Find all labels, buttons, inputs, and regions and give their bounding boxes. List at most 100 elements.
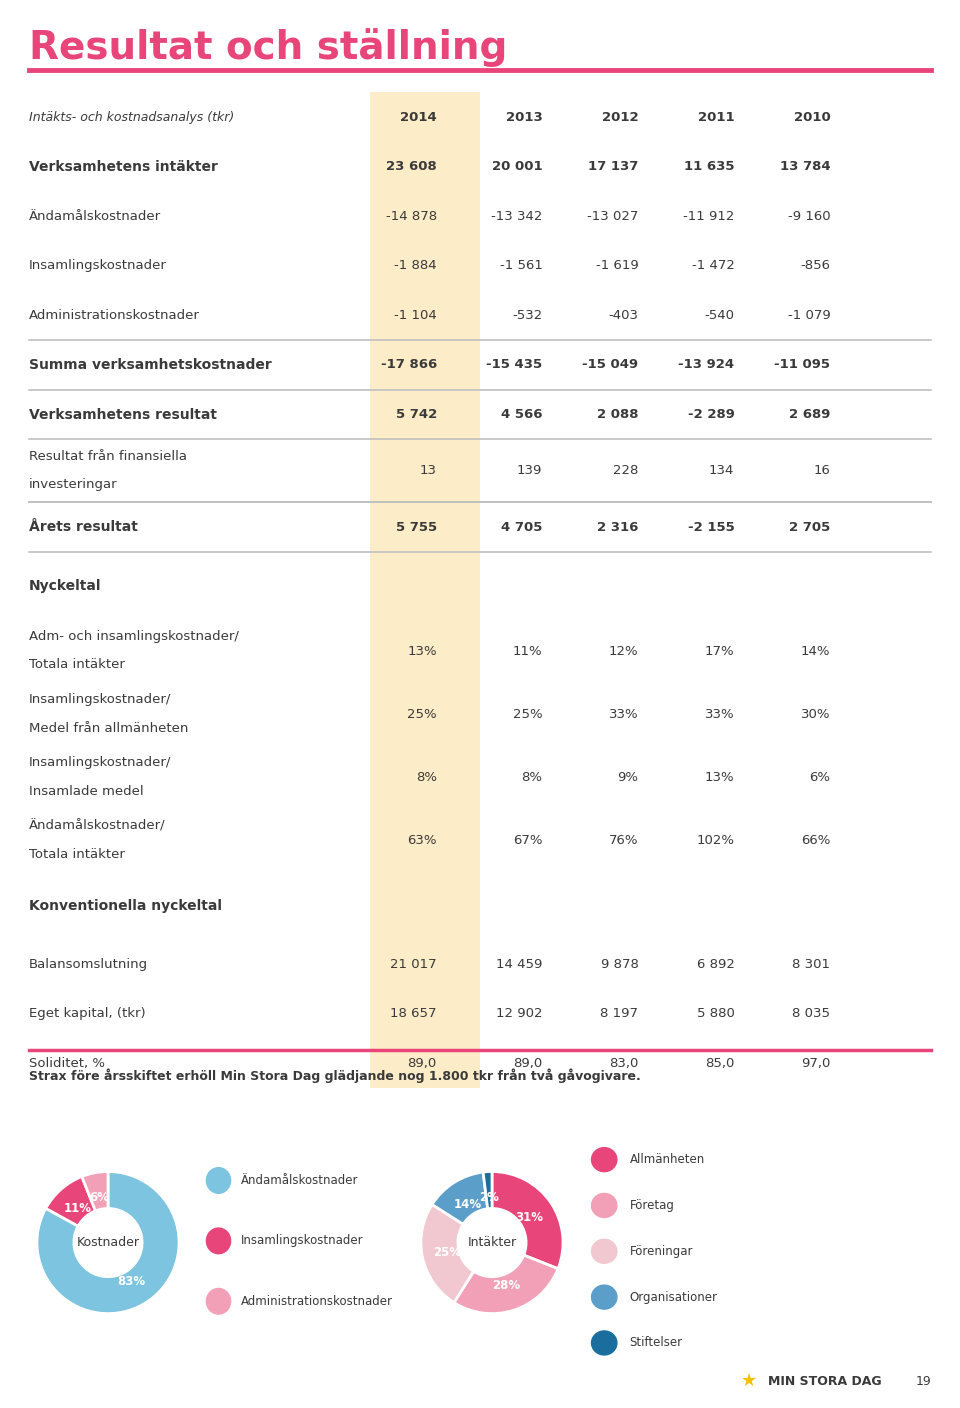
Text: -13 342: -13 342 <box>491 210 542 222</box>
Text: 2 689: 2 689 <box>789 408 830 421</box>
Text: 13%: 13% <box>407 645 437 658</box>
Text: -15 049: -15 049 <box>583 359 638 372</box>
Wedge shape <box>421 1204 473 1302</box>
Text: 14 459: 14 459 <box>496 957 542 970</box>
Text: 2010: 2010 <box>794 111 830 124</box>
Text: 8%: 8% <box>521 770 542 784</box>
Wedge shape <box>82 1171 108 1211</box>
Text: Ändamålskostnader: Ändamålskostnader <box>29 210 161 222</box>
Text: 85,0: 85,0 <box>705 1057 734 1070</box>
Text: -1 561: -1 561 <box>499 259 542 272</box>
Circle shape <box>591 1148 617 1171</box>
Text: Resultat från finansiella: Resultat från finansiella <box>29 449 187 463</box>
Text: Organisationer: Organisationer <box>630 1291 717 1304</box>
Text: 14%: 14% <box>801 645 830 658</box>
Text: 9%: 9% <box>617 770 638 784</box>
Text: Totala intäkter: Totala intäkter <box>29 848 125 860</box>
Text: 30%: 30% <box>801 708 830 721</box>
Text: Administrationskostnader: Administrationskostnader <box>241 1295 393 1308</box>
Text: 6 892: 6 892 <box>697 957 734 970</box>
Text: 13: 13 <box>420 465 437 477</box>
Text: 33%: 33% <box>609 708 638 721</box>
Text: -11 912: -11 912 <box>683 210 734 222</box>
Text: 4 566: 4 566 <box>501 408 542 421</box>
Text: 8 035: 8 035 <box>792 1007 830 1021</box>
Text: 19: 19 <box>916 1374 931 1388</box>
Text: Strax före årsskiftet erhöll Min Stora Dag glädjande nog 1.800 tkr från två gåvo: Strax före årsskiftet erhöll Min Stora D… <box>29 1069 640 1083</box>
Text: 2011: 2011 <box>698 111 734 124</box>
Text: Intäkts- och kostnadsanalys (tkr): Intäkts- och kostnadsanalys (tkr) <box>29 111 234 124</box>
Text: Insamlingskostnader/: Insamlingskostnader/ <box>29 693 171 707</box>
Text: -2 289: -2 289 <box>687 408 734 421</box>
Text: Allmänheten: Allmänheten <box>630 1153 705 1166</box>
Circle shape <box>206 1167 230 1194</box>
Text: -1 619: -1 619 <box>595 259 638 272</box>
Text: 2012: 2012 <box>602 111 638 124</box>
Text: 66%: 66% <box>801 834 830 846</box>
Circle shape <box>591 1194 617 1218</box>
Wedge shape <box>37 1171 179 1314</box>
Text: -540: -540 <box>705 308 734 322</box>
Text: 11%: 11% <box>513 645 542 658</box>
Text: Intäkter: Intäkter <box>468 1236 516 1249</box>
Text: 6%: 6% <box>89 1191 109 1204</box>
Text: investeringar: investeringar <box>29 479 117 491</box>
Text: 23 608: 23 608 <box>386 161 437 173</box>
Text: 14%: 14% <box>453 1198 482 1211</box>
Text: 5 755: 5 755 <box>396 521 437 534</box>
Text: 4 705: 4 705 <box>501 521 542 534</box>
Text: -403: -403 <box>609 308 638 322</box>
Text: Adm- och insamlingskostnader/: Adm- och insamlingskostnader/ <box>29 629 239 643</box>
Text: Nyckeltal: Nyckeltal <box>29 579 102 593</box>
Text: 2 705: 2 705 <box>789 521 830 534</box>
Text: 8 197: 8 197 <box>600 1007 638 1021</box>
Wedge shape <box>46 1177 95 1226</box>
Bar <box>370 93 480 1088</box>
Text: -1 884: -1 884 <box>395 259 437 272</box>
Text: Verksamhetens resultat: Verksamhetens resultat <box>29 407 217 421</box>
Text: 2 316: 2 316 <box>597 521 638 534</box>
Text: MIN STORA DAG: MIN STORA DAG <box>768 1374 881 1388</box>
Text: 33%: 33% <box>705 708 734 721</box>
Text: 67%: 67% <box>513 834 542 846</box>
Wedge shape <box>454 1255 558 1314</box>
Wedge shape <box>432 1171 488 1225</box>
Text: 2%: 2% <box>479 1191 499 1204</box>
Text: 8%: 8% <box>416 770 437 784</box>
Text: -1 472: -1 472 <box>691 259 734 272</box>
Text: Administrationskostnader: Administrationskostnader <box>29 308 200 322</box>
Text: 21 017: 21 017 <box>390 957 437 970</box>
Text: 83%: 83% <box>117 1276 145 1288</box>
Wedge shape <box>492 1171 563 1269</box>
Text: -15 435: -15 435 <box>487 359 542 372</box>
Text: 228: 228 <box>613 465 638 477</box>
Text: Soliditet, %: Soliditet, % <box>29 1057 105 1070</box>
Text: -1 104: -1 104 <box>394 308 437 322</box>
Text: -9 160: -9 160 <box>788 210 830 222</box>
Text: -13 924: -13 924 <box>679 359 734 372</box>
Text: Kostnader: Kostnader <box>77 1236 139 1249</box>
Text: 16: 16 <box>813 465 830 477</box>
Circle shape <box>591 1331 617 1354</box>
Text: 76%: 76% <box>609 834 638 846</box>
Text: 17 137: 17 137 <box>588 161 638 173</box>
Circle shape <box>591 1239 617 1263</box>
Text: -11 095: -11 095 <box>775 359 830 372</box>
Text: 25%: 25% <box>407 708 437 721</box>
Text: 13 784: 13 784 <box>780 161 830 173</box>
Text: Insamlingskostnader: Insamlingskostnader <box>29 259 167 272</box>
Text: 18 657: 18 657 <box>391 1007 437 1021</box>
Circle shape <box>591 1286 617 1309</box>
Text: 20 001: 20 001 <box>492 161 542 173</box>
Text: Konventionella nyckeltal: Konventionella nyckeltal <box>29 898 222 912</box>
Text: 2013: 2013 <box>506 111 542 124</box>
Text: 139: 139 <box>517 465 542 477</box>
Text: Totala intäkter: Totala intäkter <box>29 659 125 672</box>
Text: 31%: 31% <box>516 1211 543 1224</box>
Text: Ändamålskostnader/: Ändamålskostnader/ <box>29 819 165 832</box>
Text: 89,0: 89,0 <box>514 1057 542 1070</box>
Text: 2 088: 2 088 <box>597 408 638 421</box>
Text: 5 742: 5 742 <box>396 408 437 421</box>
Text: -1 079: -1 079 <box>787 308 830 322</box>
Text: 134: 134 <box>709 465 734 477</box>
